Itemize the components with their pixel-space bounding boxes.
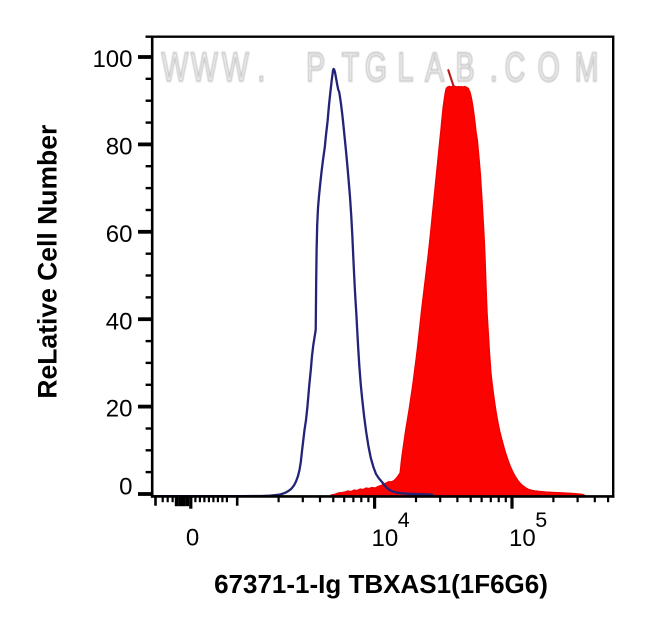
svg-text:L: L bbox=[398, 45, 414, 90]
svg-text:A: A bbox=[425, 45, 444, 90]
svg-text:P: P bbox=[306, 45, 325, 90]
svg-text:.: . bbox=[490, 45, 498, 90]
svg-text:10: 10 bbox=[372, 525, 399, 552]
svg-text:W: W bbox=[222, 45, 249, 90]
svg-text:O: O bbox=[538, 45, 560, 90]
svg-text:100: 100 bbox=[92, 46, 132, 73]
svg-text:0: 0 bbox=[119, 474, 132, 501]
svg-text:B: B bbox=[456, 45, 475, 90]
svg-text:G: G bbox=[365, 45, 387, 90]
svg-text:60: 60 bbox=[106, 221, 133, 248]
svg-text:W: W bbox=[161, 45, 188, 90]
svg-text:0: 0 bbox=[186, 525, 199, 552]
svg-text:.: . bbox=[257, 45, 265, 90]
svg-text:40: 40 bbox=[106, 308, 133, 335]
svg-text:5: 5 bbox=[535, 508, 547, 532]
svg-text:M: M bbox=[575, 45, 599, 90]
svg-text:67371-1-Ig TBXAS1(1F6G6): 67371-1-Ig TBXAS1(1F6G6) bbox=[214, 569, 548, 599]
svg-text:T: T bbox=[342, 45, 359, 90]
svg-text:80: 80 bbox=[106, 134, 133, 161]
svg-text:W: W bbox=[191, 45, 218, 90]
svg-text:ReLative Cell Number: ReLative Cell Number bbox=[33, 125, 63, 399]
svg-text:10: 10 bbox=[509, 525, 536, 552]
svg-text:4: 4 bbox=[398, 508, 410, 532]
svg-text:20: 20 bbox=[106, 396, 133, 423]
svg-text:C: C bbox=[505, 45, 525, 90]
